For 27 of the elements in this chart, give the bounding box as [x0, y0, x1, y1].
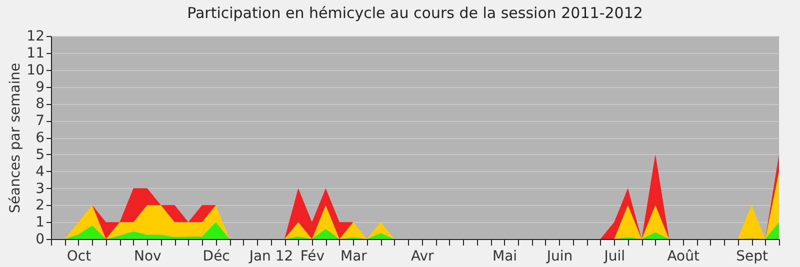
x-tick-label: Oct: [66, 248, 92, 264]
y-tick-label: 3: [36, 180, 44, 197]
y-tick-label: 1: [36, 214, 44, 231]
x-tick-label: Avr: [410, 248, 434, 264]
x-tick-label: Mar: [340, 248, 368, 264]
y-tick-label: 8: [36, 96, 44, 112]
y-tick-label: 12: [26, 28, 44, 44]
x-tick-label: Juin: [546, 248, 573, 264]
y-tick-label: 7: [36, 113, 44, 130]
x-tick-label: Sept: [736, 248, 768, 264]
x-tick-label: Fév: [300, 248, 325, 264]
y-tick-label: 0: [36, 232, 44, 248]
y-tick-label: 9: [36, 79, 44, 96]
y-tick-label: 6: [36, 130, 45, 146]
x-tick-label: Jan 12: [248, 248, 294, 264]
y-tick-label: 10: [26, 62, 44, 78]
x-tick-label: Mai: [492, 248, 518, 264]
y-axis-title: Séances par semaine: [8, 62, 24, 214]
x-tick-label: Déc: [202, 248, 230, 264]
x-tick-label: Août: [667, 248, 700, 264]
x-tick-label: Juil: [603, 248, 626, 264]
y-tick-label: 5: [36, 146, 44, 163]
y-tick-label: 2: [36, 198, 44, 214]
y-tick-label: 11: [26, 45, 44, 62]
y-tick-label: 4: [36, 164, 45, 180]
chart-title: Participation en hémicycle au cours de la session 2011-2012: [187, 4, 643, 22]
x-tick-label: Nov: [134, 248, 162, 264]
